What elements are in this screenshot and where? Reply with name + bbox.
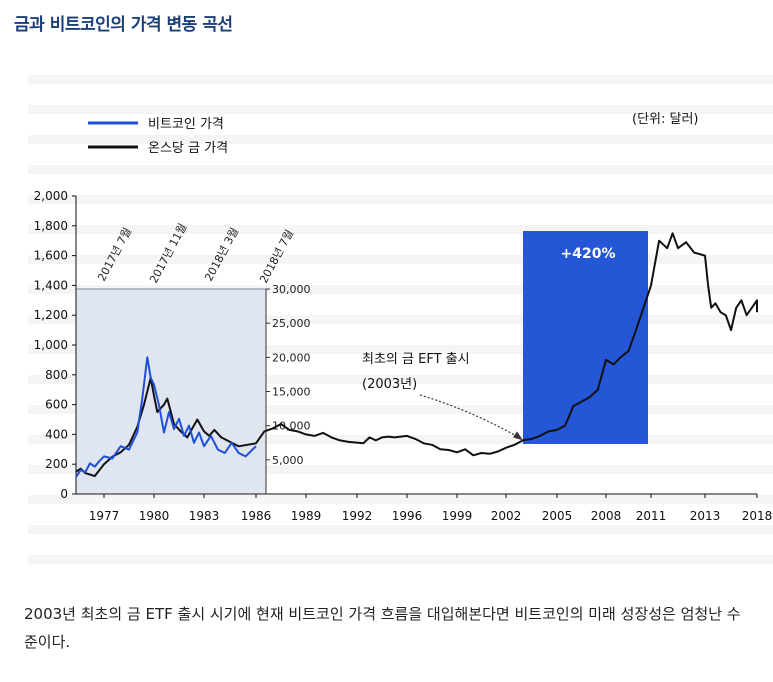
growth-badge: +420% [561,246,616,262]
x-tick-label: 1986 [241,509,272,523]
x-tick-label: 2011 [636,509,667,523]
y-axis: 0 200 400 600 800 1,000 1,200 1,400 1,600 1,800 2,… [34,189,77,501]
gold-price-line [75,232,758,478]
bg-stripe [28,255,773,264]
legend-label-gold: 온스당 금 가격 [148,141,228,156]
y-tick-label: 600 [45,398,68,412]
inset-tick-label: 15,000 [272,386,311,399]
chart-title: 금과 비트코인의 가격 변동 곡선 [14,15,233,35]
x-tick-label: 2013 [690,509,721,523]
y-tick-label: 1,600 [34,249,68,263]
y-tick-label: 1,200 [34,308,68,322]
x-tick-label: 2002 [491,509,522,523]
legend-label-bitcoin: 비트코인 가격 [148,117,224,132]
x-tick-label: 1983 [189,509,220,523]
y-tick-label: 1,800 [34,219,68,233]
inset-tick-label: 5,000 [272,454,304,467]
bg-stripe [28,435,773,444]
x-tick-label: 1989 [291,509,322,523]
annotation-etf: 최초의 금 EFT 출시 [362,352,470,367]
y-tick-label: 200 [45,457,68,471]
inset-date-label: 2017년 7월 [95,225,134,283]
chart-area: +420% 0 200 400 600 800 1,000 1,200 1,400 1,600 1… [28,75,773,564]
bg-stripe [28,135,773,144]
inset-date-label: 2018년 3월 [202,225,241,283]
y-tick-label: 1,400 [34,278,68,292]
series-lines [75,232,758,478]
inset-tick-label: 30,000 [272,283,311,296]
x-tick-label: 1980 [139,509,170,523]
annotation-arrowhead [513,431,523,441]
background-texture [28,75,773,564]
inset-y-axis: 5,000 10,000 15,000 20,000 25,000 30,000 [265,283,311,494]
x-tick-label: 1977 [89,509,120,523]
x-tick-label: 1992 [342,509,373,523]
x-tick-label: 1999 [442,509,473,523]
y-tick-label: 400 [45,427,68,441]
inset-tick-label: 20,000 [272,351,311,364]
bg-stripe [28,315,773,324]
x-tick-label: 2018 [742,509,773,523]
bg-stripe [28,75,773,84]
x-tick-label: 2005 [542,509,573,523]
y-tick-label: 800 [45,368,68,382]
caption-text: 2003년 최초의 금 ETF 출시 시기에 현재 비트코인 가격 흐름을 대입… [24,605,741,651]
unit-label: (단위: 달러) [632,112,699,127]
bg-stripe [28,375,773,384]
bg-stripe [28,225,773,234]
inset-tick-label: 10,000 [272,420,311,433]
y-tick-label: 2,000 [34,189,68,203]
annotation-year: (2003년) [362,377,417,392]
bg-stripe [28,165,773,174]
y-tick-label: 1,000 [34,338,68,352]
growth-highlight-box [523,231,648,444]
bg-stripe [28,525,773,534]
bg-stripe [28,555,773,564]
y-tick-label: 0 [60,487,68,501]
inset-tick-label: 25,000 [272,317,311,330]
bg-stripe [28,195,773,204]
annotation-arrow [419,394,518,437]
bg-stripe [28,345,773,354]
x-tick-label: 2008 [591,509,622,523]
bg-stripe [28,495,773,504]
bg-stripe [28,285,773,294]
bg-stripe [28,405,773,414]
bg-stripe [28,465,773,474]
x-tick-label: 1996 [392,509,423,523]
bg-stripe [28,105,773,114]
x-axis: 1977 1980 1983 1986 1989 1992 1996 1999 2002 2005… [76,493,773,523]
bitcoin-price-line [75,356,257,478]
